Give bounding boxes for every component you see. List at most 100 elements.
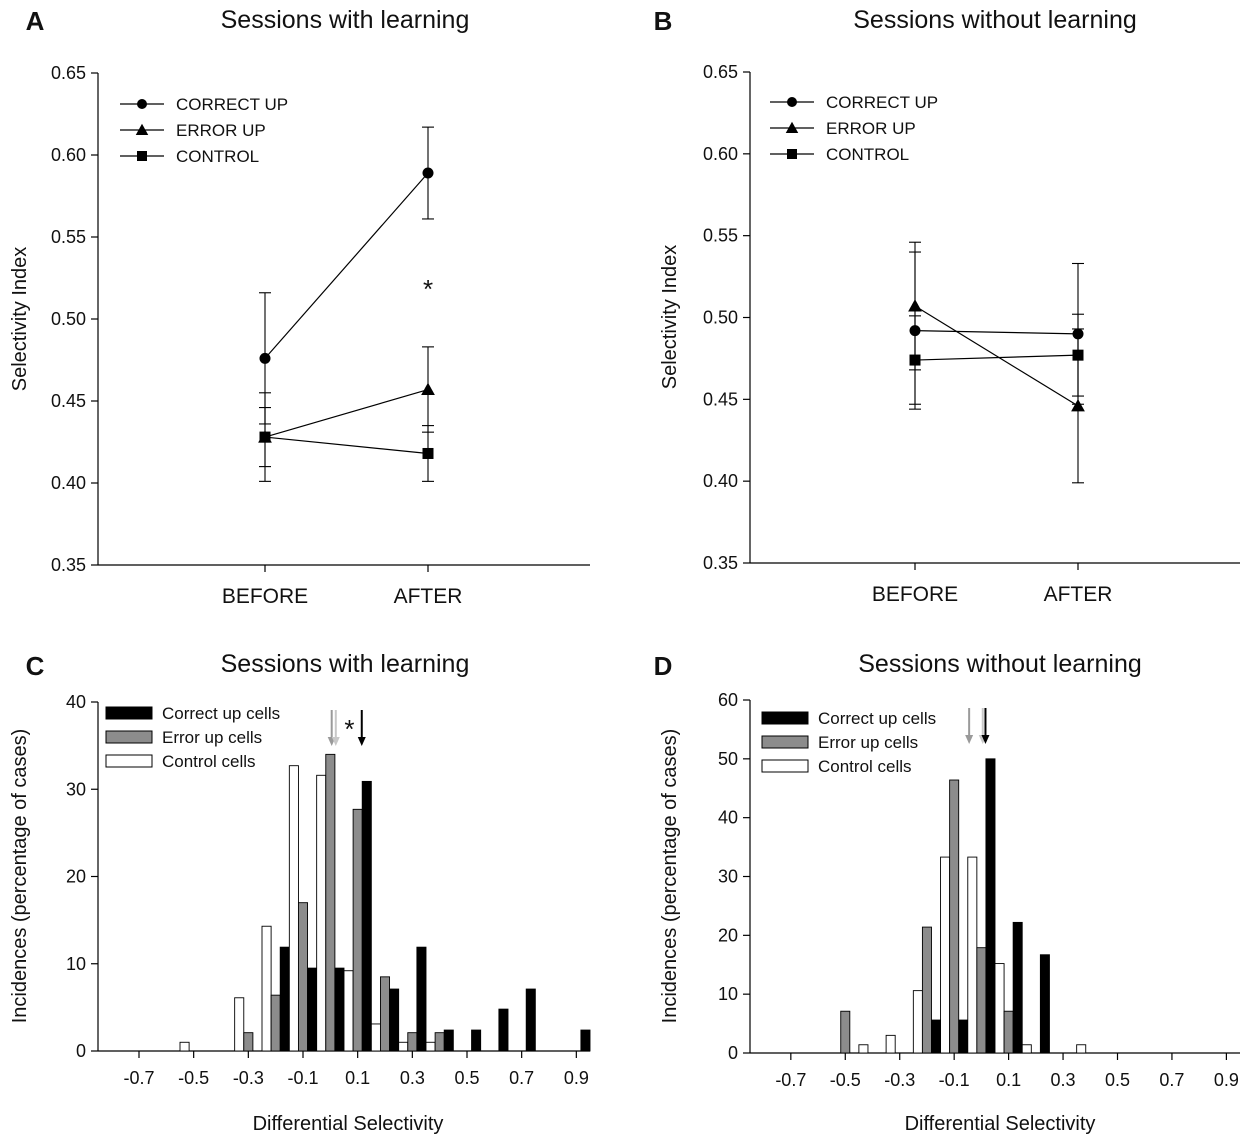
legend-label: Correct up cells xyxy=(818,709,936,728)
histogram-bar-control xyxy=(343,970,354,1052)
legend-marker-triangle xyxy=(135,123,149,135)
histogram-bar-correct xyxy=(389,988,400,1052)
panel-d-y-tick-label: 30 xyxy=(718,867,738,887)
series-line-triangle xyxy=(914,305,1079,407)
panel-a-y-tick-label: 0.55 xyxy=(51,227,86,247)
panel-d-x-tick-label: 0.9 xyxy=(1214,1070,1239,1090)
panel-c-y-tick-label: 0 xyxy=(76,1041,86,1061)
histogram-bar-error xyxy=(434,1032,445,1052)
mean-arrow-head xyxy=(357,737,366,746)
histogram-bar-error xyxy=(976,947,987,1054)
data-point-triangle xyxy=(1071,399,1085,412)
histogram-bar-correct xyxy=(361,780,372,1052)
legend-swatch xyxy=(105,730,153,744)
histogram-bar-correct xyxy=(471,1029,482,1052)
panel-c-y-tick-label: 30 xyxy=(66,779,86,799)
panel-c-y-tick-label: 20 xyxy=(66,867,86,887)
histogram-bar-correct xyxy=(307,967,318,1052)
panel-b-y-tick-label: 0.60 xyxy=(703,144,738,164)
histogram-bar-control xyxy=(425,1041,436,1052)
panel-d-x-tick-label: 0.5 xyxy=(1105,1070,1130,1090)
histogram-bar-error xyxy=(840,1010,851,1054)
panel-c-x-axis-label: Differential Selectivity xyxy=(253,1113,444,1135)
histogram-bar-control xyxy=(885,1034,896,1054)
histogram-bar-error xyxy=(352,808,363,1052)
data-point-square xyxy=(1072,349,1084,361)
data-point-square xyxy=(909,354,921,366)
histogram-bar-error xyxy=(1003,1010,1014,1054)
panel-b-category-label: BEFORE xyxy=(872,583,958,606)
panel-c-x-tick-label: 0.7 xyxy=(509,1068,534,1088)
panel-c-x-tick-label: 0.3 xyxy=(400,1068,425,1088)
mean-arrow-head xyxy=(981,735,990,744)
legend-marker-circle xyxy=(787,97,797,107)
histogram-bar-control xyxy=(288,765,299,1052)
histogram-bar-correct xyxy=(498,1008,509,1052)
legend-swatch xyxy=(761,711,809,725)
panel-c-y-axis-label: Incidences (percentage of cases) xyxy=(9,729,31,1024)
legend-label: Control cells xyxy=(162,752,256,771)
panel-d-x-tick-label: 0.1 xyxy=(996,1070,1021,1090)
legend-marker-triangle xyxy=(785,121,799,133)
legend-marker-circle xyxy=(137,99,147,109)
panel-c-x-tick-label: 0.1 xyxy=(345,1068,370,1088)
panel-d-x-tick-label: 0.7 xyxy=(1159,1070,1184,1090)
panel-a-y-tick-label: 0.35 xyxy=(51,555,86,575)
panel-d-x-tick-label: 0.3 xyxy=(1051,1070,1076,1090)
data-point-circle xyxy=(259,352,271,364)
panel-c-x-tick-label: 0.5 xyxy=(454,1068,479,1088)
panel-b-y-tick-label: 0.50 xyxy=(703,308,738,328)
panel-d-y-tick-label: 40 xyxy=(718,808,738,828)
legend-label: Correct up cells xyxy=(162,704,280,723)
legend-marker-square xyxy=(137,151,147,161)
significance-asterisk: * xyxy=(344,714,354,744)
panel-d-x-axis-label: Differential Selectivity xyxy=(905,1113,1096,1135)
histogram-bar-correct xyxy=(279,946,290,1052)
legend-swatch xyxy=(761,759,809,773)
panel-a-label: A xyxy=(26,6,45,36)
series-line-circle xyxy=(914,329,1079,335)
histogram-bar-control xyxy=(1021,1044,1032,1054)
histogram-bar-control xyxy=(370,1023,381,1052)
panel-b-y-tick-label: 0.65 xyxy=(703,62,738,82)
legend-label: Error up cells xyxy=(818,733,918,752)
histogram-bar-error xyxy=(921,926,932,1054)
series-line-circle xyxy=(264,172,429,359)
panel-d-y-tick-label: 50 xyxy=(718,749,738,769)
panel-c-y-tick-label: 40 xyxy=(66,692,86,712)
legend-label: ERROR UP xyxy=(176,121,266,140)
panel-b-y-tick-label: 0.45 xyxy=(703,389,738,409)
panel-a-y-tick-label: 0.45 xyxy=(51,391,86,411)
panel-a-category-label: BEFORE xyxy=(222,585,308,608)
panel-b-y-tick-label: 0.35 xyxy=(703,553,738,573)
panel-c-title: Sessions with learning xyxy=(221,650,470,678)
legend-swatch xyxy=(105,706,153,720)
histogram-bar-error xyxy=(407,1032,418,1052)
panel-d-y-axis-label: Incidences (percentage of cases) xyxy=(659,729,681,1024)
histogram-bar-correct xyxy=(958,1019,969,1054)
legend-label: Error up cells xyxy=(162,728,262,747)
mean-arrow-head xyxy=(965,735,974,744)
legend-swatch xyxy=(105,754,153,768)
histogram-bar-control xyxy=(179,1041,190,1052)
panel-d-title: Sessions without learning xyxy=(858,650,1142,678)
legend-label: CONTROL xyxy=(176,147,259,166)
histogram-bar-correct xyxy=(1012,921,1023,1054)
panel-b-category-label: AFTER xyxy=(1044,583,1113,606)
panel-d-x-tick-label: -0.3 xyxy=(884,1070,915,1090)
panel-d-label: D xyxy=(654,651,673,681)
histogram-bar-correct xyxy=(580,1029,591,1052)
panel-b-y-axis-label: Selectivity Index xyxy=(659,245,681,390)
panel-c-y-tick-label: 10 xyxy=(66,954,86,974)
legend-label: ERROR UP xyxy=(826,119,916,138)
panel-c-x-tick-label: -0.7 xyxy=(123,1068,154,1088)
series-line-square xyxy=(264,436,429,455)
panel-c-x-tick-label: -0.5 xyxy=(178,1068,209,1088)
panel-d-x-tick-label: -0.1 xyxy=(939,1070,970,1090)
panel-b-label: B xyxy=(654,6,673,36)
histogram-bar-control xyxy=(1076,1044,1087,1054)
histogram-bar-control xyxy=(858,1044,869,1054)
panel-c-x-tick-label: -0.1 xyxy=(287,1068,318,1088)
panel-b-y-tick-label: 0.55 xyxy=(703,226,738,246)
